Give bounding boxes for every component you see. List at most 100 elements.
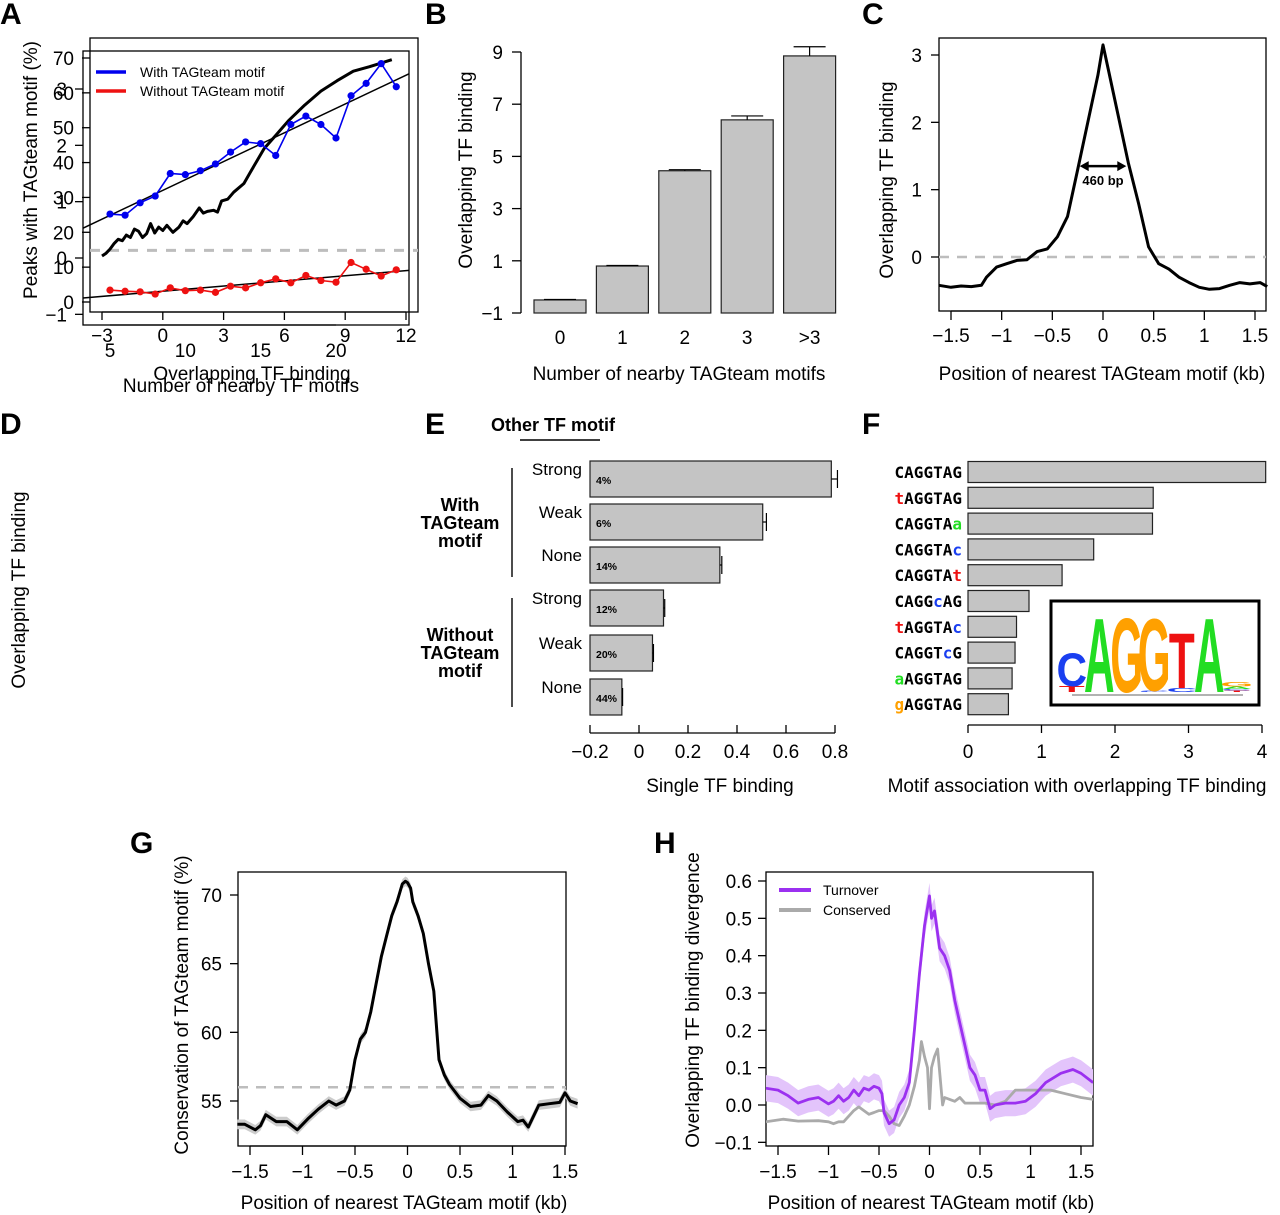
- data-point: [242, 284, 250, 292]
- x-tick-label: −1.5: [759, 1162, 797, 1183]
- motif-base: c: [952, 618, 962, 637]
- category-label: None: [541, 678, 582, 697]
- panel-c-chart: 460 bp −1.5 −1 −0.5 0 0.5 1 1.5 0 1 2 3 Position of …: [877, 37, 1268, 385]
- y-tick-label: 1: [492, 252, 503, 273]
- x-tick-label: 1.5: [1068, 1162, 1094, 1183]
- panel-letter-d: D: [0, 408, 22, 441]
- y-tick-label: 40: [53, 154, 74, 175]
- category-label: Strong: [532, 589, 582, 608]
- data-point: [166, 169, 174, 178]
- x-tick-label: 2: [680, 328, 691, 349]
- motif-base: t: [895, 618, 905, 637]
- x-axis-label: Motif association with overlapping TF bi…: [888, 776, 1267, 797]
- logo-letter: G: [1138, 596, 1171, 712]
- bar: [658, 170, 712, 314]
- y-tick-label: 3: [492, 200, 503, 221]
- y-axis-label: Peaks with TAGteam motif (%): [21, 41, 42, 299]
- x-tick-label: 4: [1257, 742, 1268, 763]
- y-tick-label: 0: [63, 293, 74, 314]
- y-tick-label: 9: [492, 43, 503, 64]
- x-tick-label: 0: [555, 328, 566, 349]
- panel-letters: A B C D E F G H: [0, 0, 884, 860]
- motif-base: G: [923, 592, 933, 611]
- series-line: [109, 62, 397, 217]
- x-tick-label: 5: [105, 341, 116, 362]
- motif-base: G: [952, 489, 962, 508]
- motif-base: A: [943, 669, 953, 688]
- motif-base: G: [914, 489, 924, 508]
- bar-percent-label: 44%: [596, 693, 618, 705]
- motif-base: C: [895, 515, 905, 534]
- x-tick-label: 3: [742, 328, 753, 349]
- data-point: [196, 167, 204, 175]
- x-tick-label: 0: [158, 326, 169, 347]
- data-point: [211, 160, 220, 168]
- x-tick-label: 9: [340, 326, 351, 347]
- panel-e-chart: Other TF motif 4% Strong 6% Weak 14% None 12% St…: [421, 415, 849, 797]
- category-label: None: [541, 546, 582, 565]
- x-tick-label: 0.2: [675, 742, 701, 763]
- data-point: [287, 120, 295, 129]
- x-tick-label: −0.5: [860, 1162, 898, 1183]
- motif-base: G: [923, 566, 933, 585]
- logo-letter: G: [1110, 597, 1143, 715]
- group-label: With: [441, 495, 480, 515]
- motif-base: c: [952, 540, 962, 559]
- panel-letter-f: F: [862, 408, 880, 441]
- motif-base: a: [952, 515, 962, 534]
- motif-base: G: [914, 695, 924, 714]
- panel-letter-e: E: [425, 408, 445, 441]
- logo-letter: T: [1169, 618, 1195, 705]
- motif-label: CAGGTcG: [895, 644, 962, 663]
- y-axis-label: Overlapping TF binding: [456, 71, 477, 268]
- data-point: [332, 278, 340, 286]
- data-point: [136, 288, 144, 296]
- motif-label: CAGGTAa: [895, 515, 962, 534]
- y-axis-label: Overlapping TF binding: [9, 491, 30, 688]
- x-tick-label: 1: [617, 328, 628, 349]
- bar: [595, 265, 650, 314]
- bar: [782, 55, 837, 314]
- bar: [589, 503, 764, 541]
- data-point: [181, 171, 189, 179]
- logo-letter: T: [1059, 685, 1085, 694]
- motif-base: G: [923, 540, 933, 559]
- x-tick-label: 1: [1199, 326, 1210, 347]
- x-tick-label: −0.5: [1034, 326, 1072, 347]
- y-tick-label: 3: [56, 80, 67, 101]
- motif-base: G: [923, 695, 933, 714]
- x-tick-label: 0.8: [822, 742, 848, 763]
- x-tick-label: 1: [1036, 742, 1047, 763]
- x-tick-label: −1: [292, 1162, 314, 1183]
- series-line-conservation: [237, 879, 579, 1132]
- motif-base: G: [914, 463, 924, 482]
- data-point: [272, 275, 280, 283]
- motif-base: A: [904, 644, 914, 663]
- regression-line: [82, 269, 410, 299]
- y-tick-label: 65: [201, 955, 222, 976]
- motif-base: A: [904, 540, 914, 559]
- x-tick-label: 2: [1110, 742, 1121, 763]
- data-point: [136, 199, 144, 207]
- motif-base: A: [943, 463, 953, 482]
- bar-percent-label: 20%: [596, 649, 618, 661]
- motif-base: G: [923, 463, 933, 482]
- y-tick-label: 2: [56, 136, 67, 157]
- x-tick-label: 0: [963, 742, 974, 763]
- x-tick-label: −1: [818, 1162, 840, 1183]
- data-point: [347, 258, 355, 267]
- motif-base: A: [904, 669, 914, 688]
- motif-label: aAGGTAG: [895, 669, 962, 688]
- bar: [967, 693, 1010, 716]
- logo-inset-frame: [1049, 599, 1261, 707]
- motif-base: A: [904, 592, 914, 611]
- x-tick-label: 0: [924, 1162, 935, 1183]
- category-label: Strong: [532, 460, 582, 479]
- motif-base: T: [933, 669, 943, 688]
- motif-base: G: [952, 463, 962, 482]
- y-axis-label: Conservation of TAGteam motif (%): [172, 855, 193, 1154]
- x-tick-label: 0.5: [967, 1162, 993, 1183]
- motif-base: c: [943, 644, 953, 663]
- data-point: [121, 211, 129, 219]
